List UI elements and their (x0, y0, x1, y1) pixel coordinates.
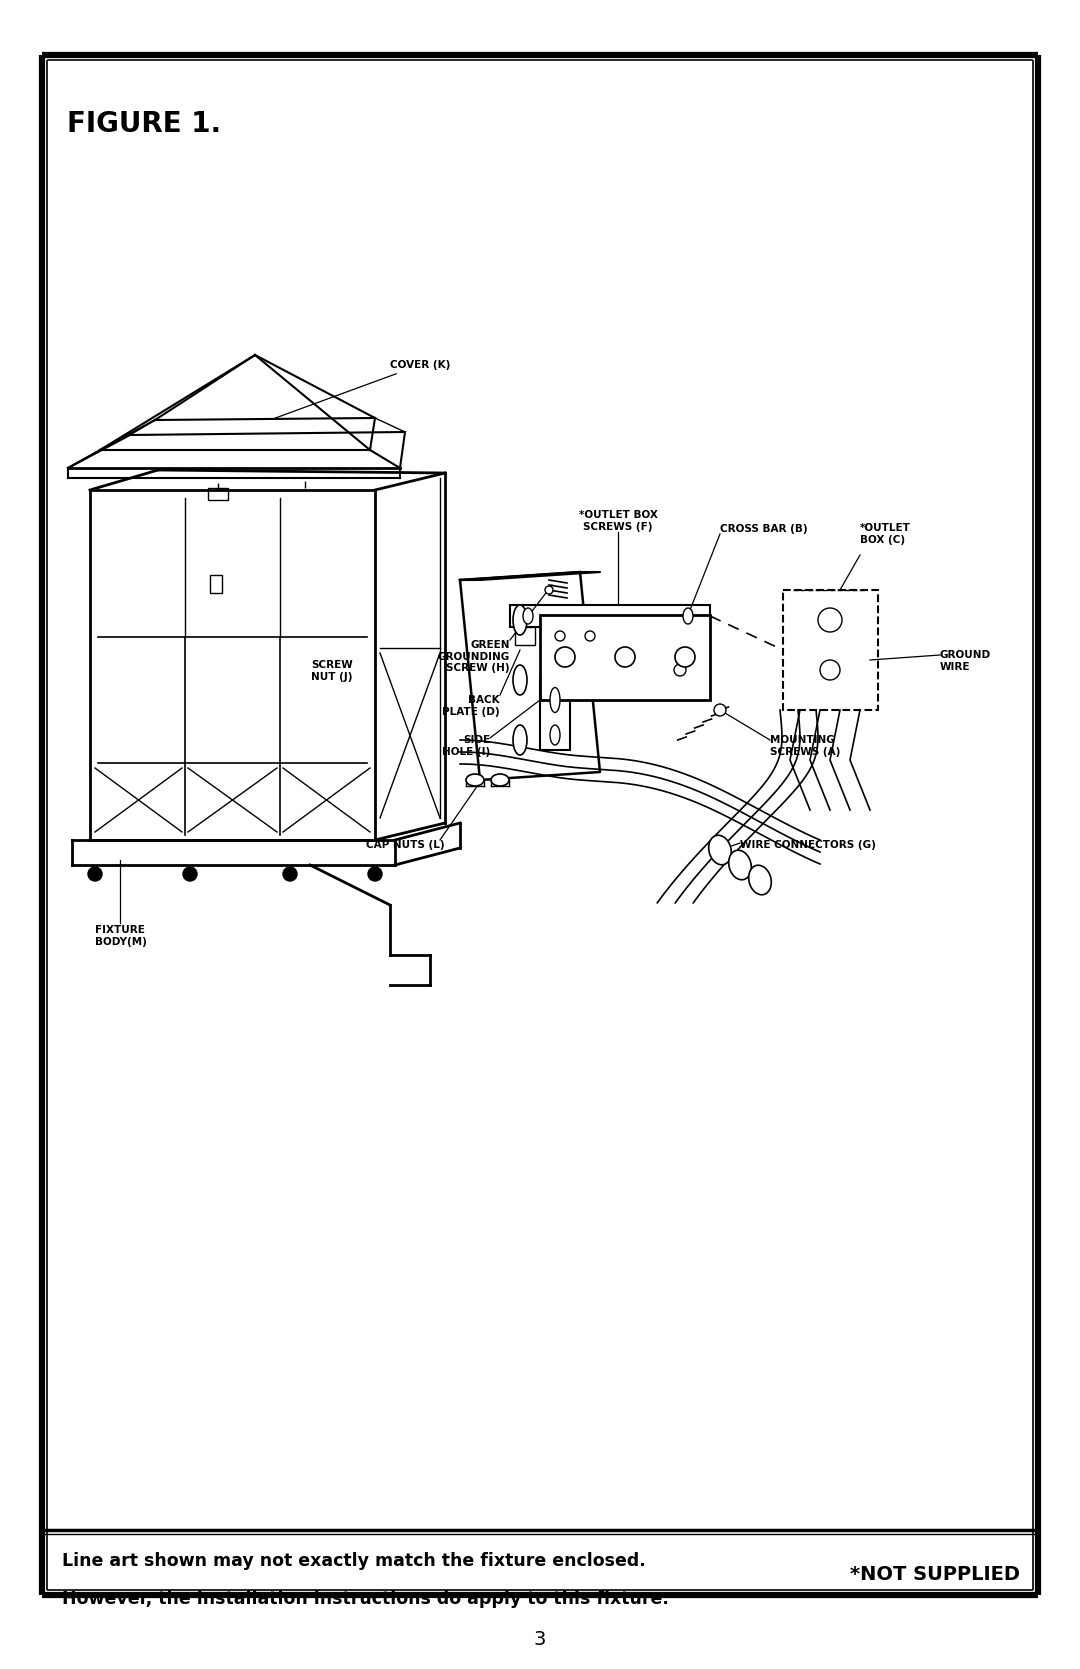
Bar (510, 604, 710, 628)
Bar (685, 628, 705, 644)
Text: *OUTLET BOX
SCREWS (F): *OUTLET BOX SCREWS (F) (579, 511, 658, 532)
Circle shape (818, 608, 842, 633)
Ellipse shape (491, 774, 509, 786)
Text: GREEN
GROUNDING
SCREW (H): GREEN GROUNDING SCREW (H) (437, 639, 510, 673)
Circle shape (675, 648, 696, 668)
Ellipse shape (708, 834, 731, 865)
Circle shape (183, 866, 197, 881)
Text: GROUND
WIRE: GROUND WIRE (940, 649, 991, 671)
Text: WIRE CONNECTORS (G): WIRE CONNECTORS (G) (740, 840, 876, 850)
Text: Line art shown may not exactly match the fixture enclosed.: Line art shown may not exactly match the… (62, 1552, 646, 1571)
Ellipse shape (465, 774, 484, 786)
Circle shape (615, 648, 635, 668)
Circle shape (820, 659, 840, 679)
Text: CAP NUTS (L): CAP NUTS (L) (366, 840, 444, 850)
Ellipse shape (513, 724, 527, 754)
Text: MOUNTING
SCREWS (A): MOUNTING SCREWS (A) (770, 734, 840, 756)
Text: FIXTURE
BODY(M): FIXTURE BODY(M) (95, 925, 147, 946)
Bar (540, 679, 570, 749)
Ellipse shape (513, 604, 527, 634)
Bar (210, 576, 222, 592)
Ellipse shape (550, 688, 561, 713)
Ellipse shape (550, 724, 561, 744)
Ellipse shape (513, 664, 527, 694)
Ellipse shape (683, 608, 693, 624)
Text: *OUTLET
BOX (C): *OUTLET BOX (C) (860, 524, 910, 546)
Circle shape (555, 648, 575, 668)
Text: FIGURE 1.: FIGURE 1. (67, 110, 221, 139)
Circle shape (545, 586, 553, 594)
Bar (540, 614, 710, 699)
Text: COVER (K): COVER (K) (272, 361, 450, 419)
Ellipse shape (523, 608, 534, 624)
Circle shape (585, 631, 595, 641)
Bar (515, 628, 535, 644)
Bar (783, 591, 878, 709)
Circle shape (368, 866, 382, 881)
Text: 3: 3 (534, 1631, 546, 1649)
Text: *NOT SUPPLIED: *NOT SUPPLIED (850, 1566, 1020, 1584)
Ellipse shape (748, 865, 771, 895)
Text: CROSS BAR (B): CROSS BAR (B) (720, 524, 808, 534)
Ellipse shape (729, 850, 752, 880)
Circle shape (283, 866, 297, 881)
Circle shape (714, 704, 726, 716)
Text: However, the installation instructions do apply to this fixture.: However, the installation instructions d… (62, 1591, 669, 1607)
Circle shape (555, 631, 565, 641)
Text: SIDE
HOLE (I): SIDE HOLE (I) (442, 734, 490, 756)
Circle shape (674, 664, 686, 676)
Circle shape (87, 866, 102, 881)
Bar (208, 487, 228, 501)
Text: SCREW
NUT (J): SCREW NUT (J) (311, 659, 353, 681)
Text: BACK
PLATE (D): BACK PLATE (D) (443, 694, 500, 716)
